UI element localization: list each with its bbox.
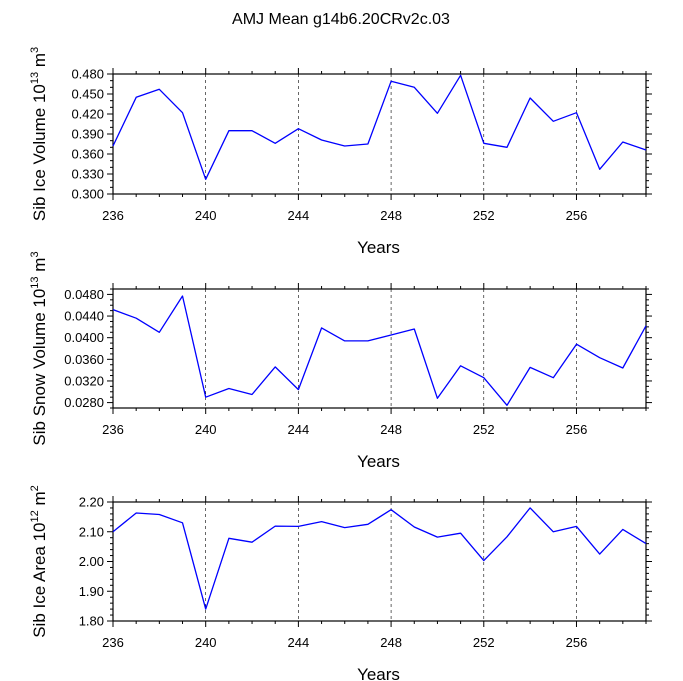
y-tick-label: 2.00 — [79, 554, 104, 569]
y-tick-label: 0.0440 — [64, 309, 104, 324]
x-tick-label: 252 — [473, 422, 495, 437]
y-tick-label: 1.90 — [79, 584, 104, 599]
x-tick-label: 256 — [566, 208, 588, 223]
x-axis-title: Years — [357, 238, 400, 257]
series-line — [112, 74, 647, 180]
y-axis-title-text: Sib Ice Volume 10 — [30, 84, 49, 221]
y-tick-label: 0.300 — [71, 187, 104, 202]
x-tick-label: 240 — [195, 422, 217, 437]
x-tick-label: 248 — [380, 208, 402, 223]
y-axis-title-unit-exponent: 3 — [29, 47, 41, 53]
y-axis-title-exponent: 13 — [29, 72, 41, 84]
x-tick-label: 244 — [288, 422, 310, 437]
x-tick-label: 244 — [288, 635, 310, 650]
x-tick-label: 252 — [473, 208, 495, 223]
y-axis-title-text: Sib Ice Area 10 — [30, 522, 49, 637]
y-axis-title: Sib Ice Volume 1013 m3 — [29, 47, 49, 221]
y-axis-title-unit: m — [30, 53, 49, 72]
x-tick-label: 236 — [102, 635, 124, 650]
y-tick-label: 0.450 — [71, 87, 104, 102]
y-tick-label: 2.20 — [79, 495, 104, 510]
y-axis-title-unit-exponent: 3 — [29, 251, 41, 257]
y-tick-label: 0.480 — [71, 67, 104, 82]
y-tick-label: 0.390 — [71, 127, 104, 142]
y-tick-label: 0.0480 — [64, 287, 104, 302]
x-tick-label: 244 — [288, 208, 310, 223]
y-axis-title: Sib Snow Volume 1013 m3 — [29, 251, 49, 445]
y-tick-label: 0.0360 — [64, 352, 104, 367]
y-tick-label: 1.80 — [79, 614, 104, 629]
x-tick-label: 252 — [473, 635, 495, 650]
y-tick-label: 0.0280 — [64, 395, 104, 410]
x-tick-label: 236 — [102, 422, 124, 437]
y-tick-label: 0.0320 — [64, 373, 104, 388]
series-line — [112, 507, 647, 610]
chart-panel-1: 236 240 244 248 252 256 0.300 0.330 0.360 0.390 0.… — [29, 47, 652, 257]
x-tick-label: 236 — [102, 208, 124, 223]
x-tick-label: 256 — [566, 422, 588, 437]
x-tick-label: 248 — [380, 422, 402, 437]
chart-panel-2: 236 240 244 248 252 256 0.0280 0.0320 0.0360 0.04… — [29, 251, 652, 471]
x-axis-title: Years — [357, 452, 400, 471]
y-axis-title-unit: m — [30, 258, 49, 277]
y-axis-title-unit: m — [30, 491, 49, 510]
plot-frame — [112, 288, 647, 409]
series-line — [112, 295, 647, 406]
chart-panel-3: 236 240 244 248 252 256 1.80 1.90 2.00 2.10 2.20 Ye… — [29, 485, 652, 681]
y-axis-title-exponent: 13 — [29, 276, 41, 288]
x-axis-title: Years — [357, 665, 400, 681]
y-tick-label: 0.0400 — [64, 330, 104, 345]
y-tick-label: 2.10 — [79, 524, 104, 539]
chart-panels: 236 240 244 248 252 256 0.300 0.330 0.360 0.390 0.… — [29, 47, 652, 681]
x-tick-label: 240 — [195, 635, 217, 650]
figure-title: AMJ Mean g14b6.20CRv2c.03 — [232, 11, 450, 28]
x-tick-label: 240 — [195, 208, 217, 223]
plot-frame — [112, 73, 647, 195]
y-tick-label: 0.330 — [71, 167, 104, 182]
y-tick-label: 0.360 — [71, 147, 104, 162]
y-axis-title-exponent: 12 — [29, 510, 41, 522]
y-axis-title: Sib Ice Area 1012 m2 — [29, 485, 49, 638]
x-tick-label: 256 — [566, 635, 588, 650]
x-tick-label: 248 — [380, 635, 402, 650]
y-tick-label: 0.420 — [71, 107, 104, 122]
y-axis-title-text: Sib Snow Volume 10 — [30, 289, 49, 446]
y-axis-title-unit-exponent: 2 — [29, 485, 41, 491]
